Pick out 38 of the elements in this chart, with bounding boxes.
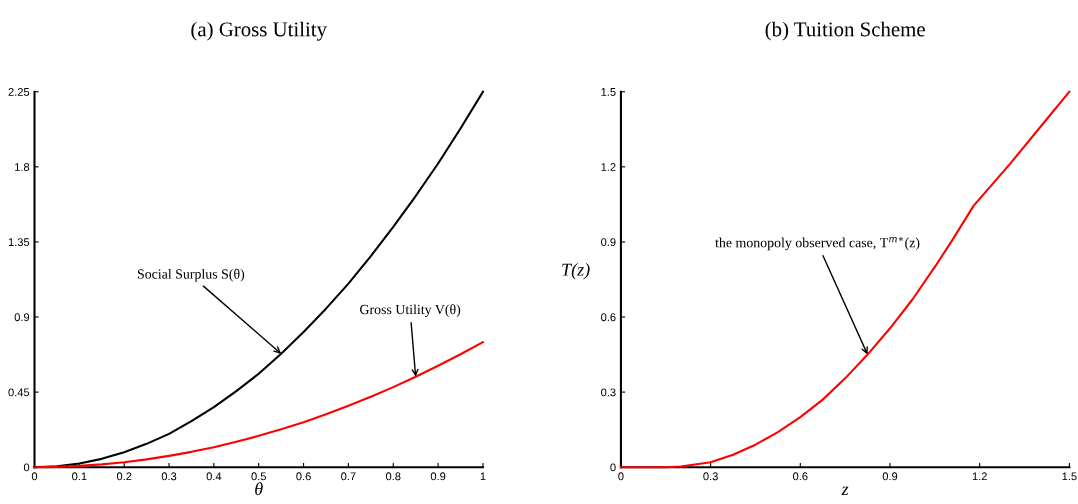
y-tick-label: 2.25: [8, 88, 30, 96]
annotation: Gross Utility V(θ): [360, 304, 461, 318]
x-tick-label: 0.2: [116, 472, 132, 481]
chart-title: (a) Gross Utility: [191, 21, 327, 41]
x-tick-label: 0.3: [703, 472, 718, 481]
y-tick-label: 1.35: [8, 238, 30, 247]
chart-title: (b) Tuition Scheme: [765, 21, 925, 41]
x-tick-label: 0.8: [385, 472, 401, 481]
x-tick-label: 0.5: [251, 472, 266, 481]
x-tick-label: 0.1: [72, 472, 87, 481]
y-tick-label: 1.5: [601, 88, 616, 96]
x-tick-label: 1.2: [972, 472, 987, 481]
x-tick-label: 0.7: [341, 472, 356, 481]
x-tick-label: 0.6: [793, 472, 808, 481]
annotation: the monopoly observed case, T$^{m∗}$(z): [715, 236, 920, 251]
x-tick-label: 1: [480, 472, 486, 481]
x-tick-label: 0.3: [161, 472, 177, 481]
y-tick-label: 0: [23, 463, 30, 472]
y-tick-label: 0.9: [14, 313, 30, 322]
y-tick-label: 1.2: [601, 163, 616, 171]
x-tick-label: 0: [618, 472, 624, 481]
x-tick-label: 0: [31, 472, 38, 481]
line-series: [619, 90, 1071, 469]
y-tick-label: 0.9: [601, 238, 616, 247]
x-tick-label: 0.6: [296, 472, 311, 481]
x-tick-label: 0.9: [882, 472, 898, 481]
y-tick-label: 0.6: [601, 313, 616, 322]
x-tick-label: 0.9: [430, 472, 446, 481]
y-tick-label: 0.3: [601, 388, 616, 397]
x-tick-label: 0.4: [206, 472, 222, 481]
x-tick-label: 1.5: [1062, 472, 1077, 481]
y-axis-title: T(z): [562, 263, 590, 280]
y-tick-label: 1.8: [15, 163, 30, 171]
annotation: Social Surplus S(θ): [137, 268, 245, 282]
y-tick-label: 0.45: [8, 388, 30, 397]
x-axis-title: z: [841, 486, 849, 495]
x-axis-title: θ: [255, 482, 263, 496]
y-tick-label: 0: [610, 463, 616, 472]
